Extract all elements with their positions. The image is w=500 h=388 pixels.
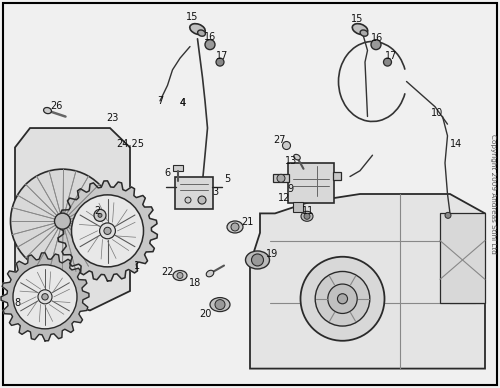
Text: 27: 27 <box>273 135 285 145</box>
Text: 16: 16 <box>372 33 384 43</box>
Ellipse shape <box>206 270 214 277</box>
Polygon shape <box>250 194 485 369</box>
Text: 1: 1 <box>134 261 140 271</box>
Ellipse shape <box>227 221 243 233</box>
Text: 16: 16 <box>204 32 216 42</box>
Circle shape <box>252 254 264 266</box>
Text: 22: 22 <box>161 267 174 277</box>
Text: 17: 17 <box>216 51 228 61</box>
Circle shape <box>42 294 48 300</box>
Circle shape <box>94 210 106 221</box>
Text: 18: 18 <box>189 278 201 288</box>
Ellipse shape <box>173 270 187 281</box>
Text: 2: 2 <box>94 206 100 217</box>
Text: 3: 3 <box>212 187 218 197</box>
Text: 15: 15 <box>186 12 198 23</box>
Circle shape <box>205 40 215 50</box>
Circle shape <box>13 265 77 329</box>
Circle shape <box>104 227 111 234</box>
Text: 7: 7 <box>157 96 163 106</box>
Circle shape <box>338 294 347 304</box>
Text: 23: 23 <box>106 113 118 123</box>
Ellipse shape <box>10 169 115 273</box>
Circle shape <box>282 142 290 149</box>
Circle shape <box>445 212 451 218</box>
Text: 11: 11 <box>302 206 314 217</box>
Text: 10: 10 <box>432 107 444 118</box>
Circle shape <box>315 272 370 326</box>
Circle shape <box>54 213 70 229</box>
Ellipse shape <box>185 197 191 203</box>
Ellipse shape <box>294 154 300 160</box>
Polygon shape <box>58 181 158 281</box>
Text: 9: 9 <box>288 184 294 194</box>
FancyBboxPatch shape <box>175 177 213 209</box>
Text: 4: 4 <box>180 98 186 108</box>
Circle shape <box>198 196 206 204</box>
Text: 15: 15 <box>352 14 364 24</box>
Polygon shape <box>333 172 341 180</box>
Text: 21: 21 <box>242 217 254 227</box>
Polygon shape <box>293 202 303 212</box>
Text: Copyright 2009 Andreas Stihl Ltd: Copyright 2009 Andreas Stihl Ltd <box>490 134 496 254</box>
Circle shape <box>300 257 384 341</box>
Circle shape <box>277 174 285 182</box>
Text: 12: 12 <box>278 193 290 203</box>
Circle shape <box>304 213 310 219</box>
Ellipse shape <box>352 24 368 35</box>
Text: 8: 8 <box>14 298 20 308</box>
Ellipse shape <box>210 298 230 312</box>
Polygon shape <box>1 253 89 341</box>
Circle shape <box>215 300 225 310</box>
Ellipse shape <box>198 30 205 36</box>
Text: 5: 5 <box>224 174 230 184</box>
Polygon shape <box>15 128 130 310</box>
Circle shape <box>72 195 144 267</box>
Text: 6: 6 <box>164 168 170 178</box>
Circle shape <box>98 213 102 217</box>
Circle shape <box>38 290 52 304</box>
Text: 26: 26 <box>50 100 62 111</box>
Circle shape <box>100 223 116 239</box>
Text: 4: 4 <box>180 98 186 108</box>
Ellipse shape <box>360 30 368 36</box>
Circle shape <box>384 58 392 66</box>
Text: 19: 19 <box>266 249 278 259</box>
FancyBboxPatch shape <box>288 163 334 203</box>
Circle shape <box>216 58 224 66</box>
Circle shape <box>371 40 381 50</box>
Polygon shape <box>440 213 485 303</box>
Circle shape <box>328 284 357 314</box>
Ellipse shape <box>44 107 52 114</box>
Text: 20: 20 <box>199 309 211 319</box>
Text: 13: 13 <box>285 156 297 166</box>
Polygon shape <box>172 165 182 171</box>
Text: 24,25: 24,25 <box>116 139 144 149</box>
Ellipse shape <box>190 24 205 35</box>
Circle shape <box>177 272 183 279</box>
Text: 14: 14 <box>450 139 462 149</box>
Ellipse shape <box>301 211 313 221</box>
Text: 17: 17 <box>385 51 397 61</box>
Ellipse shape <box>246 251 270 269</box>
Polygon shape <box>273 174 289 182</box>
Circle shape <box>231 223 239 231</box>
